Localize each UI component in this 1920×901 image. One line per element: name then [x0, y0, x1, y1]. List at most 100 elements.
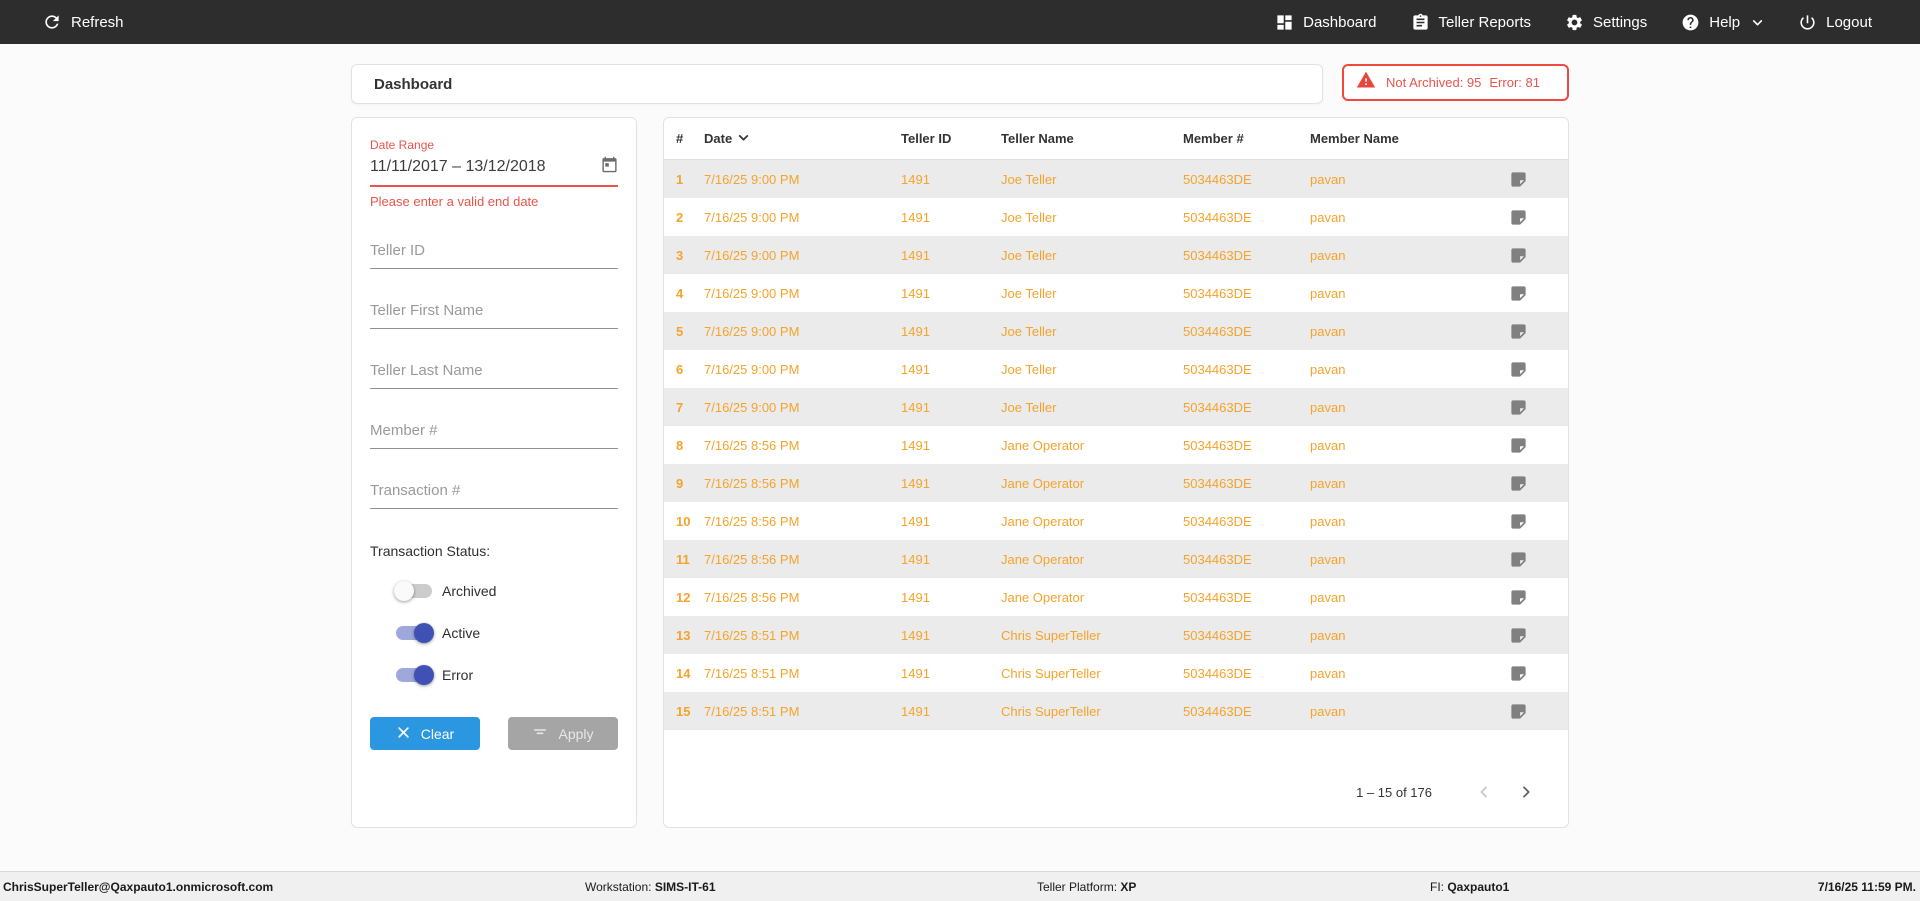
note-icon[interactable] [1468, 322, 1568, 341]
col-header-num: # [676, 131, 684, 146]
active-toggle[interactable] [396, 623, 434, 643]
apply-button[interactable]: Apply [508, 717, 618, 750]
nav-help[interactable]: Help [1681, 13, 1764, 32]
table-row[interactable]: 4 7/16/25 9:00 PM 1491 Joe Teller 5034463DE p… [664, 274, 1568, 312]
error-toggle-label: Error [442, 667, 474, 683]
clear-button-label: Clear [420, 725, 455, 742]
teller-id-input[interactable] [370, 240, 618, 269]
nav-help-label: Help [1709, 13, 1741, 31]
nav-settings[interactable]: Settings [1565, 13, 1647, 32]
teller-first-name-field [370, 300, 618, 329]
note-icon[interactable] [1468, 170, 1568, 189]
table-row[interactable]: 8 7/16/25 8:56 PM 1491 Jane Operator 5034463… [664, 426, 1568, 464]
table-row[interactable]: 5 7/16/25 9:00 PM 1491 Joe Teller 5034463DE p… [664, 312, 1568, 350]
nav-teller-reports[interactable]: Teller Reports [1411, 13, 1531, 32]
date-range-field[interactable]: Date Range 11/11/2017 – 13/12/2018 Pleas… [370, 138, 618, 209]
date-range-value[interactable]: 11/11/2017 – 13/12/2018 [370, 158, 546, 175]
clear-button[interactable]: Clear [370, 717, 480, 750]
cell-member-num: 5034463DE [1183, 209, 1252, 225]
member-number-input[interactable] [370, 420, 618, 449]
table-row[interactable]: 15 7/16/25 8:51 PM 1491 Chris SuperTeller 50… [664, 692, 1568, 730]
note-icon[interactable] [1468, 664, 1568, 683]
table-row[interactable]: 7 7/16/25 9:00 PM 1491 Joe Teller 5034463DE p… [664, 388, 1568, 426]
error-toggle[interactable] [396, 665, 434, 685]
table-row[interactable]: 10 7/16/25 8:56 PM 1491 Jane Operator 503446… [664, 502, 1568, 540]
warning-triangle-icon [1356, 70, 1376, 95]
cell-member-num: 5034463DE [1183, 513, 1252, 529]
table-row[interactable]: 3 7/16/25 9:00 PM 1491 Joe Teller 5034463DE p… [664, 236, 1568, 274]
note-icon[interactable] [1468, 246, 1568, 265]
nav-logout-label: Logout [1826, 13, 1872, 31]
not-archived-count: Not Archived: 95 [1386, 75, 1482, 90]
note-icon[interactable] [1468, 284, 1568, 303]
cell-teller-id: 1491 [901, 171, 930, 187]
table-row[interactable]: 6 7/16/25 9:00 PM 1491 Joe Teller 5034463DE p… [664, 350, 1568, 388]
note-icon[interactable] [1468, 474, 1568, 493]
note-icon[interactable] [1468, 702, 1568, 721]
col-header-date[interactable]: Date [704, 131, 901, 147]
col-header-member-num[interactable]: Member # [1183, 131, 1244, 146]
note-icon[interactable] [1468, 436, 1568, 455]
archived-toggle[interactable] [394, 581, 432, 601]
table-row[interactable]: 9 7/16/25 8:56 PM 1491 Jane Operator 5034463… [664, 464, 1568, 502]
cell-member-name: pavan [1310, 627, 1346, 643]
table-row[interactable]: 1 7/16/25 9:00 PM 1491 Joe Teller 5034463DE p… [664, 160, 1568, 198]
cell-teller-name: Joe Teller [1001, 399, 1057, 415]
cell-teller-name: Jane Operator [1001, 513, 1085, 529]
nav-logout[interactable]: Logout [1798, 13, 1872, 32]
col-header-teller-name[interactable]: Teller Name [1001, 131, 1074, 146]
note-icon[interactable] [1468, 588, 1568, 607]
cell-date: 7/16/25 8:51 PM [704, 703, 800, 719]
cell-member-name: pavan [1310, 247, 1346, 263]
note-icon[interactable] [1468, 626, 1568, 645]
toggle-row-active: Active [396, 623, 618, 643]
table-body: 1 7/16/25 9:00 PM 1491 Joe Teller 5034463DE p… [664, 160, 1568, 730]
note-icon[interactable] [1468, 550, 1568, 569]
cell-member-name: pavan [1310, 437, 1346, 453]
cell-member-num: 5034463DE [1183, 171, 1252, 187]
row-number: 7 [676, 399, 684, 415]
fi-info: FI: Qaxpauto1 [1430, 879, 1510, 894]
table-row[interactable]: 2 7/16/25 9:00 PM 1491 Joe Teller 5034463DE p… [664, 198, 1568, 236]
note-icon[interactable] [1468, 398, 1568, 417]
transaction-number-field [370, 480, 618, 509]
table-row[interactable]: 11 7/16/25 8:56 PM 1491 Jane Operator 503446… [664, 540, 1568, 578]
cell-teller-id: 1491 [901, 627, 930, 643]
row-number: 11 [676, 551, 690, 567]
table-row[interactable]: 14 7/16/25 8:51 PM 1491 Chris SuperTeller 50… [664, 654, 1568, 692]
status-alert-badge: Not Archived: 95 Error: 81 [1342, 64, 1569, 101]
cell-teller-id: 1491 [901, 475, 930, 491]
cell-teller-name: Jane Operator [1001, 475, 1085, 491]
cell-teller-name: Chris SuperTeller [1001, 627, 1101, 643]
cell-teller-id: 1491 [901, 285, 930, 301]
nav-dashboard[interactable]: Dashboard [1275, 13, 1377, 32]
col-header-member-name[interactable]: Member Name [1310, 131, 1399, 146]
cell-teller-name: Chris SuperTeller [1001, 703, 1101, 719]
cell-member-name: pavan [1310, 475, 1346, 491]
teller-id-field [370, 240, 618, 269]
pagination-range-label: 1 – 15 of 176 [1356, 784, 1432, 800]
cell-member-num: 5034463DE [1183, 323, 1252, 339]
status-footer: ChrisSuperTeller@Qaxpauto1.onmicrosoft.c… [0, 871, 1920, 901]
row-number: 3 [676, 247, 684, 263]
transaction-number-input[interactable] [370, 480, 618, 509]
teller-reports-icon [1411, 13, 1430, 32]
calendar-icon[interactable] [601, 156, 618, 178]
cell-member-num: 5034463DE [1183, 475, 1252, 491]
teller-last-name-input[interactable] [370, 360, 618, 389]
refresh-button[interactable]: Refresh [42, 12, 124, 32]
note-icon[interactable] [1468, 512, 1568, 531]
table-row[interactable]: 13 7/16/25 8:51 PM 1491 Chris SuperTeller 50… [664, 616, 1568, 654]
cell-date: 7/16/25 8:51 PM [704, 665, 800, 681]
cell-date: 7/16/25 8:56 PM [704, 589, 800, 605]
table-row[interactable]: 12 7/16/25 8:56 PM 1491 Jane Operator 503446… [664, 578, 1568, 616]
cell-member-num: 5034463DE [1183, 247, 1252, 263]
next-page-icon[interactable] [1518, 784, 1534, 800]
note-icon[interactable] [1468, 208, 1568, 227]
col-header-teller-id[interactable]: Teller ID [901, 131, 952, 146]
chevron-down-icon [1751, 16, 1764, 29]
previous-page-icon[interactable] [1476, 784, 1492, 800]
teller-first-name-input[interactable] [370, 300, 618, 329]
cell-teller-name: Joe Teller [1001, 361, 1057, 377]
note-icon[interactable] [1468, 360, 1568, 379]
